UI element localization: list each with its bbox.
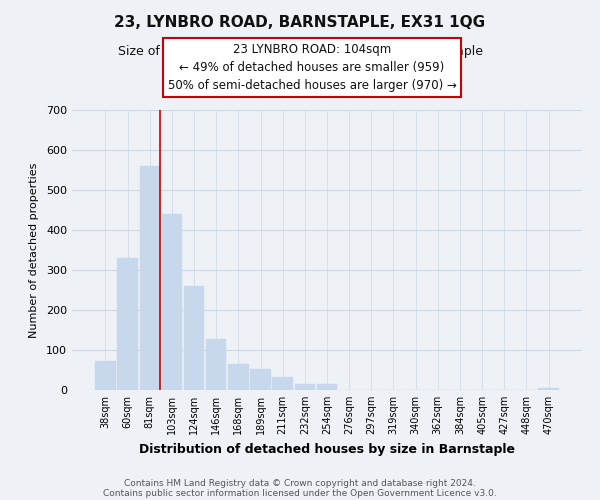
Text: 23, LYNBRO ROAD, BARNSTAPLE, EX31 1QG: 23, LYNBRO ROAD, BARNSTAPLE, EX31 1QG [115,15,485,30]
Text: Contains HM Land Registry data © Crown copyright and database right 2024.: Contains HM Land Registry data © Crown c… [124,478,476,488]
Y-axis label: Number of detached properties: Number of detached properties [29,162,39,338]
Text: Size of property relative to detached houses in Barnstaple: Size of property relative to detached ho… [118,45,482,58]
X-axis label: Distribution of detached houses by size in Barnstaple: Distribution of detached houses by size … [139,442,515,456]
Bar [140,166,160,390]
Bar [184,286,204,390]
Bar [206,339,226,390]
Bar [295,384,315,390]
Text: Contains public sector information licensed under the Open Government Licence v3: Contains public sector information licen… [103,488,497,498]
Bar [118,258,138,390]
Bar [317,384,337,390]
Bar [95,361,116,390]
Bar [228,364,248,390]
Bar [161,214,182,390]
Bar [250,369,271,390]
Text: 23 LYNBRO ROAD: 104sqm
← 49% of detached houses are smaller (959)
50% of semi-de: 23 LYNBRO ROAD: 104sqm ← 49% of detached… [167,43,457,92]
Bar [272,377,293,390]
Bar [538,388,559,390]
